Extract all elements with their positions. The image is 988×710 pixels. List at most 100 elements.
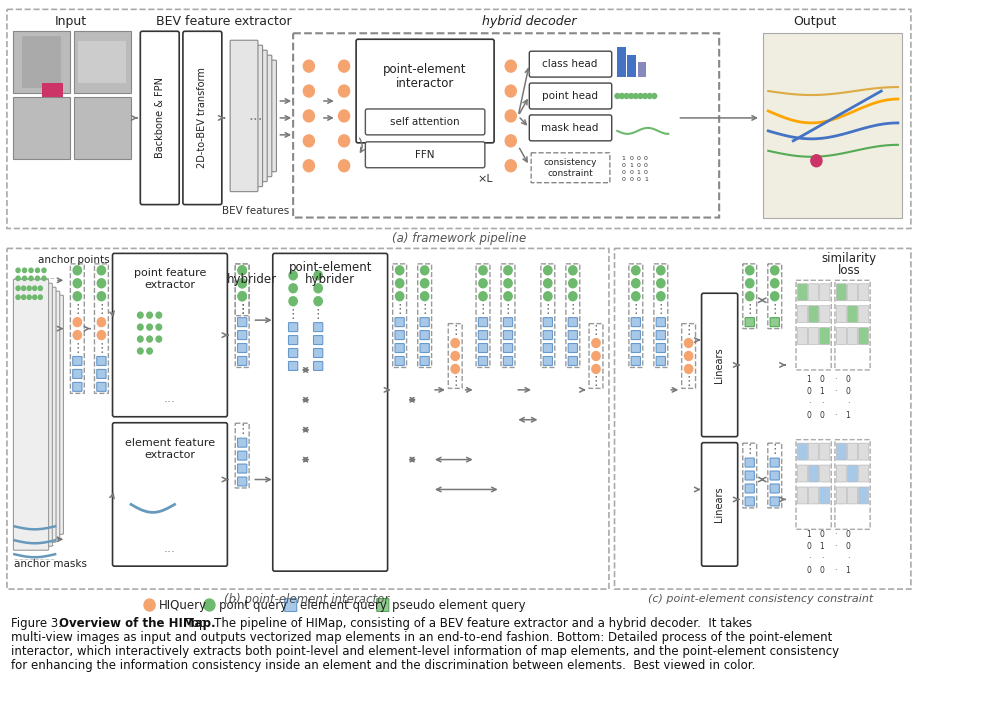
Circle shape <box>73 279 81 288</box>
FancyBboxPatch shape <box>139 469 193 535</box>
FancyBboxPatch shape <box>21 288 56 542</box>
Text: BEV feature extractor: BEV feature extractor <box>156 15 291 28</box>
FancyBboxPatch shape <box>797 284 807 301</box>
Circle shape <box>73 331 81 339</box>
Text: hybrider: hybrider <box>305 273 356 286</box>
Circle shape <box>97 279 106 288</box>
Circle shape <box>16 268 20 273</box>
FancyBboxPatch shape <box>770 484 780 493</box>
Text: ·: · <box>821 399 823 408</box>
Bar <box>22 36 60 88</box>
Text: multi-view images as input and outputs vectorized map elements in an end-to-end : multi-view images as input and outputs v… <box>11 631 832 644</box>
FancyBboxPatch shape <box>770 458 780 467</box>
Bar <box>763 33 902 217</box>
Text: 0: 0 <box>621 163 625 168</box>
FancyBboxPatch shape <box>237 317 247 327</box>
Circle shape <box>303 60 314 72</box>
FancyBboxPatch shape <box>568 344 577 352</box>
Circle shape <box>633 94 638 99</box>
Text: 0: 0 <box>636 156 640 161</box>
FancyBboxPatch shape <box>848 465 858 482</box>
Text: 0: 0 <box>644 156 648 161</box>
Text: ⋮: ⋮ <box>683 324 695 337</box>
FancyBboxPatch shape <box>656 317 666 327</box>
FancyBboxPatch shape <box>820 443 830 460</box>
Text: ·: · <box>808 399 810 408</box>
Text: FFN: FFN <box>415 150 435 160</box>
Circle shape <box>23 276 27 280</box>
Circle shape <box>29 276 33 280</box>
Text: ⋮: ⋮ <box>541 302 554 316</box>
Text: anchor points: anchor points <box>39 256 110 266</box>
FancyBboxPatch shape <box>313 336 323 344</box>
Circle shape <box>147 336 152 342</box>
Circle shape <box>543 266 552 275</box>
Circle shape <box>479 279 487 288</box>
Text: hybrider: hybrider <box>226 273 277 286</box>
FancyBboxPatch shape <box>288 361 297 371</box>
Text: point feature: point feature <box>133 268 206 278</box>
Text: 1: 1 <box>806 376 811 384</box>
Circle shape <box>452 351 459 361</box>
Text: ⋮: ⋮ <box>95 342 108 354</box>
Circle shape <box>238 292 246 301</box>
Circle shape <box>238 266 246 275</box>
FancyBboxPatch shape <box>745 484 755 493</box>
Circle shape <box>22 286 26 290</box>
FancyBboxPatch shape <box>836 443 847 460</box>
Text: interactor: interactor <box>395 77 453 89</box>
Text: class head: class head <box>542 59 598 69</box>
FancyBboxPatch shape <box>848 306 858 322</box>
Circle shape <box>652 94 657 99</box>
Text: 0: 0 <box>819 566 824 574</box>
FancyBboxPatch shape <box>503 344 513 352</box>
Circle shape <box>156 324 162 330</box>
FancyBboxPatch shape <box>239 50 267 182</box>
FancyBboxPatch shape <box>183 31 222 204</box>
FancyBboxPatch shape <box>836 284 847 301</box>
Text: point-element: point-element <box>288 261 371 274</box>
Circle shape <box>303 110 314 122</box>
FancyBboxPatch shape <box>17 283 52 546</box>
Text: ⋮: ⋮ <box>744 443 756 456</box>
Bar <box>42 83 62 97</box>
Text: BEV features: BEV features <box>222 206 289 216</box>
FancyBboxPatch shape <box>313 322 323 332</box>
FancyBboxPatch shape <box>701 442 738 566</box>
Text: ·: · <box>847 399 849 408</box>
Bar <box>13 31 70 93</box>
FancyBboxPatch shape <box>73 356 82 366</box>
Circle shape <box>592 339 600 347</box>
Circle shape <box>569 292 577 301</box>
FancyBboxPatch shape <box>770 497 780 506</box>
Circle shape <box>238 279 246 288</box>
FancyBboxPatch shape <box>73 383 82 391</box>
Text: ·: · <box>834 530 836 539</box>
Text: ·: · <box>847 554 849 563</box>
Text: 0: 0 <box>806 388 811 396</box>
FancyBboxPatch shape <box>808 465 819 482</box>
FancyBboxPatch shape <box>631 356 640 366</box>
Circle shape <box>421 292 429 301</box>
Circle shape <box>505 160 517 172</box>
FancyBboxPatch shape <box>113 253 227 417</box>
Circle shape <box>314 284 322 293</box>
FancyBboxPatch shape <box>820 306 830 322</box>
Circle shape <box>41 276 46 280</box>
FancyBboxPatch shape <box>745 317 755 327</box>
FancyBboxPatch shape <box>631 331 640 339</box>
Text: anchor masks: anchor masks <box>15 559 87 569</box>
Text: 0: 0 <box>819 376 824 384</box>
Text: 1: 1 <box>820 388 824 396</box>
FancyBboxPatch shape <box>478 356 488 366</box>
Text: interactor, which interactively extracts both point-level and element-level info: interactor, which interactively extracts… <box>11 645 839 658</box>
FancyBboxPatch shape <box>808 327 819 344</box>
FancyBboxPatch shape <box>237 344 247 352</box>
FancyBboxPatch shape <box>478 317 488 327</box>
Circle shape <box>771 292 779 301</box>
Circle shape <box>314 297 322 306</box>
FancyBboxPatch shape <box>745 471 755 480</box>
Circle shape <box>73 292 81 301</box>
Circle shape <box>657 266 665 275</box>
FancyBboxPatch shape <box>97 383 106 391</box>
